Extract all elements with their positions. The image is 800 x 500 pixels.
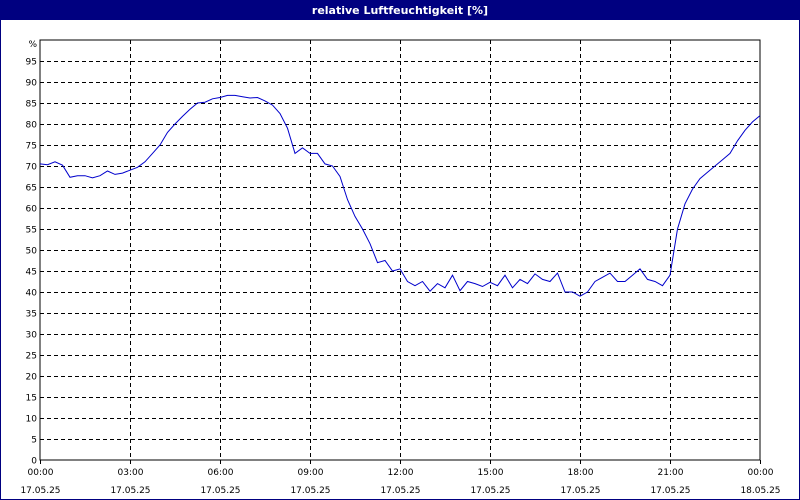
x-tick-time: 06:00 [208, 468, 234, 478]
y-tick-label: 80 [26, 121, 38, 131]
x-tick-time: 18:00 [568, 468, 594, 478]
x-tick-date: 17.05.25 [560, 486, 600, 496]
y-tick-label: 65 [26, 184, 37, 194]
y-tick-label: 25 [26, 352, 37, 362]
y-tick-label: 70 [26, 163, 38, 173]
x-tick-date: 17.05.25 [110, 486, 150, 496]
y-tick-label: 60 [26, 205, 38, 215]
y-tick-label: 20 [26, 373, 38, 383]
x-tick-time: 21:00 [658, 468, 684, 478]
x-tick-date: 18.05.25 [740, 486, 780, 496]
x-tick-time: 00:00 [748, 468, 774, 478]
y-tick-label: 45 [26, 268, 37, 278]
y-axis-label: % [28, 40, 37, 50]
y-tick-label: 50 [26, 247, 38, 257]
y-tick-label: 0 [31, 457, 37, 467]
x-tick-time: 12:00 [388, 468, 414, 478]
x-tick-date: 17.05.25 [470, 486, 510, 496]
x-tick-time: 09:00 [298, 468, 324, 478]
x-tick-date: 17.05.25 [650, 486, 690, 496]
y-tick-label: 85 [26, 100, 37, 110]
x-tick-time: 15:00 [478, 468, 504, 478]
x-tick-time: 03:00 [118, 468, 144, 478]
y-tick-label: 35 [26, 310, 37, 320]
y-tick-label: 75 [26, 142, 37, 152]
x-tick-date: 17.05.25 [20, 486, 60, 496]
y-tick-label: 10 [26, 415, 38, 425]
y-tick-label: 40 [26, 289, 38, 299]
x-tick-date: 17.05.25 [200, 486, 240, 496]
y-tick-label: 5 [31, 436, 37, 446]
y-tick-label: 95 [26, 58, 37, 68]
y-tick-label: 55 [26, 226, 37, 236]
humidity-series-line [39, 94, 761, 297]
x-tick-date: 17.05.25 [290, 486, 330, 496]
chart-title: relative Luftfeuchtigkeit [%] [1, 1, 799, 20]
x-tick-time: 00:00 [28, 468, 54, 478]
y-tick-label: 15 [26, 394, 37, 404]
x-tick-date: 17.05.25 [380, 486, 420, 496]
y-tick-label: 30 [26, 331, 38, 341]
y-tick-label: 90 [26, 79, 38, 89]
